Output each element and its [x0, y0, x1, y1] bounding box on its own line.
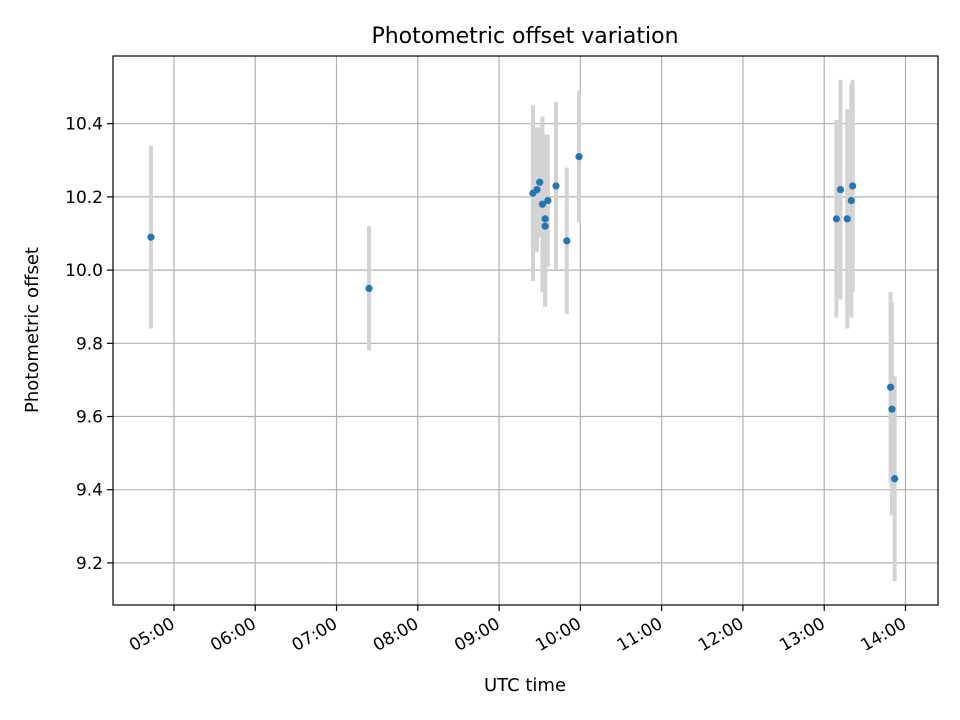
y-axis-label: Photometric offset — [22, 247, 43, 413]
y-tick-label: 10.4 — [65, 115, 103, 135]
error-bars — [148, 79, 897, 582]
x-tick-label: 12:00 — [695, 614, 747, 656]
x-tick-label: 07:00 — [289, 614, 341, 656]
x-tick-label: 06:00 — [207, 614, 259, 656]
y-tick-label: 10.0 — [65, 261, 103, 281]
data-point — [536, 178, 544, 186]
y-tick-label: 9.4 — [76, 481, 103, 501]
data-point — [544, 196, 552, 205]
data-point — [836, 185, 845, 194]
y-tick-label: 9.8 — [76, 334, 103, 354]
y-tick-label: 9.6 — [76, 408, 103, 428]
x-tick-label: 11:00 — [614, 614, 666, 656]
x-tick-label: 13:00 — [776, 614, 828, 656]
x-tick-label: 10:00 — [532, 614, 584, 656]
x-axis-label: UTC time — [484, 675, 566, 696]
y-tick-label: 9.2 — [76, 554, 103, 574]
y-tick-label: 10.2 — [65, 188, 103, 208]
x-tick-label: 05:00 — [126, 614, 178, 656]
data-point — [147, 233, 155, 241]
data-point — [847, 196, 855, 205]
x-tick-label: 09:00 — [451, 614, 503, 656]
plot-frame — [112, 55, 939, 606]
chart-title: Photometric offset variation — [371, 24, 678, 49]
data-point — [843, 215, 851, 223]
data-point — [832, 215, 840, 223]
data-point — [541, 222, 549, 230]
data-point — [849, 182, 857, 190]
data-point — [538, 200, 547, 208]
data-point — [891, 475, 899, 483]
x-tick-label: 14:00 — [858, 614, 910, 656]
data-point — [563, 237, 571, 245]
x-axis-ticks: 05:00 06:00 07:00 08:00 09:00 10:00 11:00 12:00… — [126, 605, 910, 656]
data-point — [365, 284, 373, 293]
grid-lines — [113, 56, 938, 605]
data-point — [888, 405, 896, 413]
x-tick-label: 08:00 — [370, 614, 422, 656]
data-point — [886, 383, 895, 391]
data-point — [533, 185, 541, 194]
data-point — [575, 153, 583, 161]
data-points — [147, 153, 899, 483]
data-point — [541, 215, 549, 223]
y-axis-ticks: 9.2 9.4 9.6 9.8 10.0 10.2 10.4 — [65, 115, 113, 574]
data-point — [552, 182, 560, 190]
